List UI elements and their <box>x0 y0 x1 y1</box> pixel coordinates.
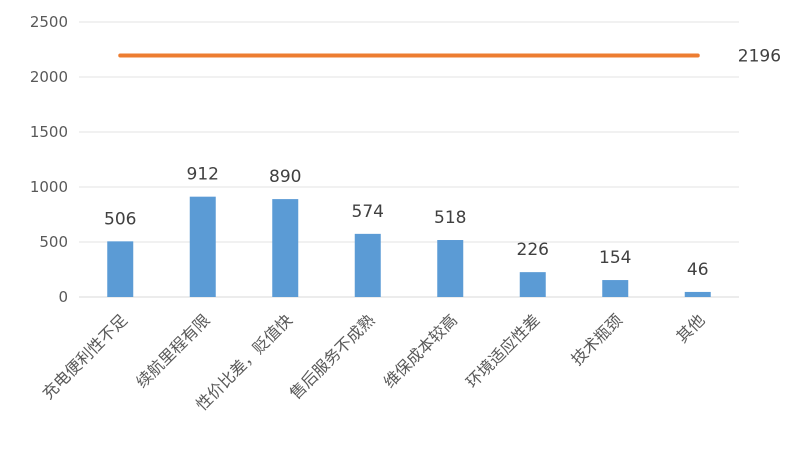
gridlines <box>79 21 739 298</box>
data-label: 518 <box>434 208 466 228</box>
data-label: 154 <box>599 248 631 268</box>
y-tick-label: 0 <box>58 288 68 306</box>
x-tick-label: 其他 <box>673 310 709 346</box>
data-labels: 506 912 890 574 518 226 154 46 <box>104 165 709 280</box>
bar <box>107 241 134 297</box>
y-tick-label: 500 <box>39 233 68 251</box>
y-tick-label: 1000 <box>30 178 68 196</box>
y-axis: 0 500 1000 1500 2000 2500 <box>30 13 68 306</box>
bar <box>272 199 299 297</box>
data-label: 912 <box>187 165 219 185</box>
bar-series <box>107 196 711 297</box>
data-label: 890 <box>269 167 301 187</box>
x-tick-label: 维保成本较高 <box>380 310 461 391</box>
y-tick-label: 2000 <box>30 68 68 86</box>
data-label: 506 <box>104 209 136 229</box>
bar <box>519 272 546 297</box>
x-tick-label: 环境适应性差 <box>462 310 543 391</box>
bar <box>602 280 629 297</box>
data-label: 226 <box>517 240 549 260</box>
x-tick-label: 续航里程有限 <box>132 310 213 391</box>
x-tick-label: 技术瓶颈 <box>567 310 626 369</box>
bar <box>437 240 464 297</box>
total-line-series: 2196 <box>118 46 781 66</box>
data-label: 574 <box>352 202 384 222</box>
line-end-label: 2196 <box>738 46 781 66</box>
x-tick-label: 充电便利性不足 <box>38 310 131 403</box>
y-tick-label: 2500 <box>30 13 68 31</box>
bar <box>684 291 711 297</box>
bar <box>354 233 381 297</box>
data-label: 46 <box>687 260 709 280</box>
bar <box>189 196 216 297</box>
x-tick-label: 售后服务不成熟 <box>286 310 379 403</box>
y-tick-label: 1500 <box>30 123 68 141</box>
